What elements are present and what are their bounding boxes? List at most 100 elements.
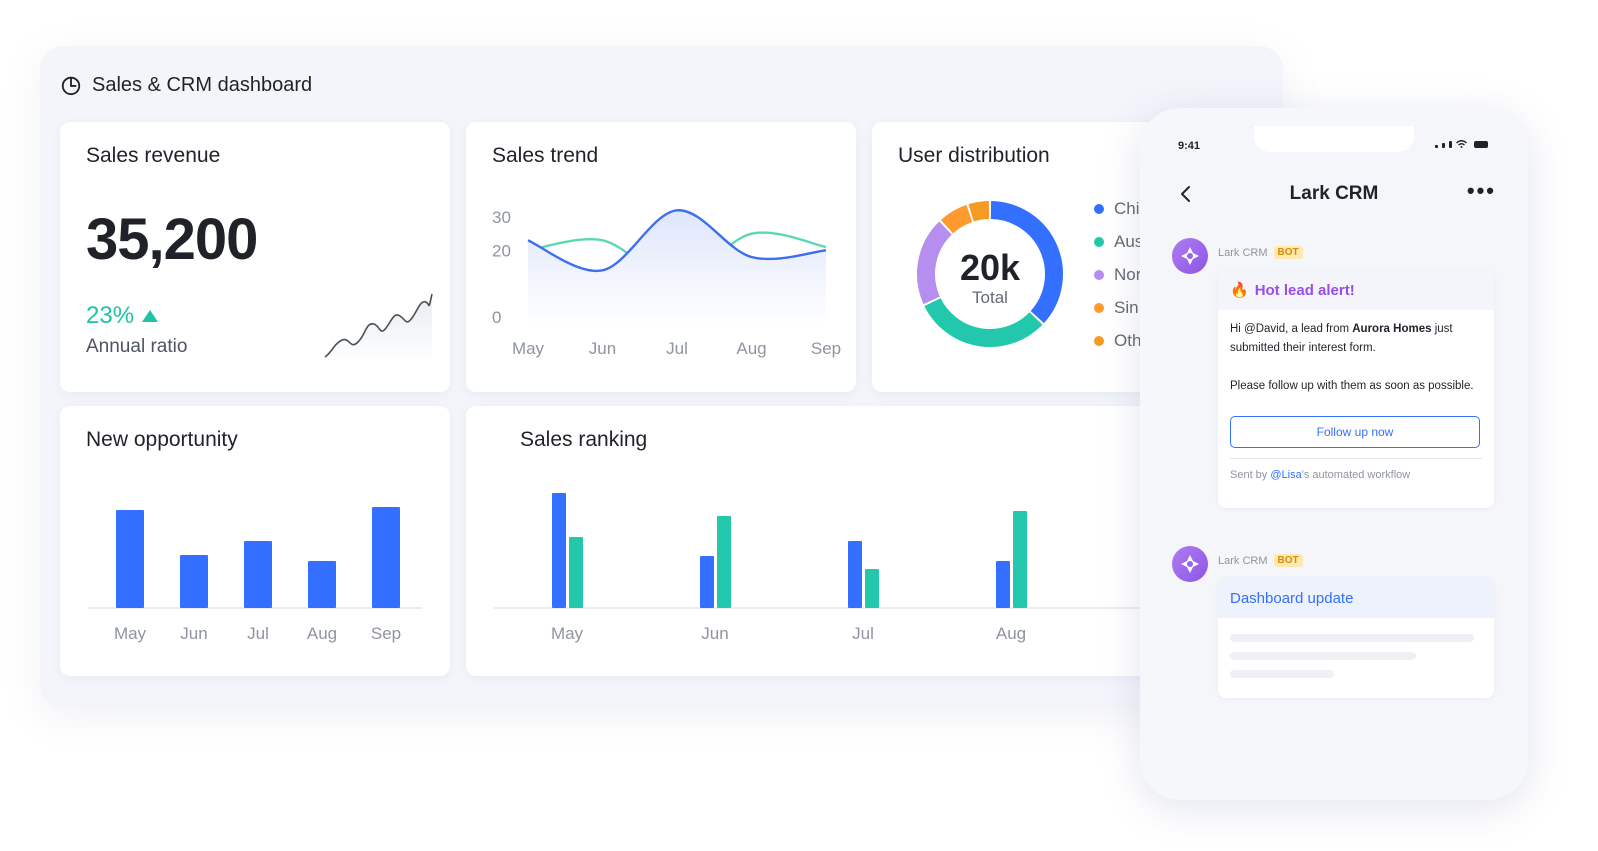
chat-nav-bar: Lark CRM ••• bbox=[1158, 174, 1510, 214]
ranking-bar[interactable] bbox=[996, 561, 1010, 608]
lead-company: Aurora Homes bbox=[1352, 323, 1432, 335]
x-tick-label: Aug bbox=[307, 624, 337, 643]
message-sender: Lark CRM BOT bbox=[1218, 554, 1303, 567]
opportunity-bar[interactable] bbox=[116, 510, 144, 608]
sender-name: Lark CRM bbox=[1218, 554, 1268, 567]
x-tick-label: Jul bbox=[247, 624, 269, 643]
lark-logo-icon bbox=[1181, 247, 1199, 265]
hot-lead-text: Hi @David, a lead from bbox=[1230, 323, 1353, 335]
ranking-bar[interactable] bbox=[552, 493, 566, 608]
donut-slice[interactable] bbox=[924, 297, 1043, 347]
new-opportunity-chart: May Jun Jul Aug Sep bbox=[88, 507, 422, 643]
bot-badge: BOT bbox=[1273, 554, 1303, 567]
back-icon[interactable] bbox=[1174, 182, 1198, 206]
trend-series-line bbox=[527, 209, 827, 273]
legend-label: Aus bbox=[1114, 231, 1144, 251]
x-tick-label: Aug bbox=[996, 624, 1026, 643]
donut-slice[interactable] bbox=[990, 201, 1063, 324]
legend-dot bbox=[1094, 236, 1104, 247]
skeleton-line bbox=[1230, 670, 1334, 678]
signal-icon bbox=[1435, 145, 1438, 148]
legend-item[interactable]: Nor bbox=[1094, 258, 1143, 291]
x-tick-label: Jun bbox=[701, 624, 728, 643]
follow-up-button[interactable]: Follow up now bbox=[1230, 416, 1480, 448]
ranking-bar[interactable] bbox=[848, 541, 862, 608]
user-distribution-title: User distribution bbox=[898, 144, 1050, 167]
hot-lead-text: just submitted their interest form. bbox=[1230, 323, 1453, 354]
legend-dot bbox=[1094, 269, 1104, 280]
sales-revenue-card[interactable]: Sales revenue 35,200 23% Annual ratio bbox=[60, 122, 450, 392]
opportunity-bar[interactable] bbox=[372, 507, 400, 608]
footer-text: 's automated workflow bbox=[1301, 469, 1411, 481]
user-distribution-card[interactable]: User distribution 20k Total Chi Aus Nor Sin… bbox=[872, 122, 1172, 392]
legend-label: Chi bbox=[1114, 198, 1140, 218]
y-tick-label: 20 bbox=[492, 241, 511, 260]
x-tick-label: Jun bbox=[180, 624, 207, 643]
x-tick-label: May bbox=[551, 624, 584, 643]
legend-item[interactable]: Oth bbox=[1094, 324, 1143, 357]
y-tick-label: 0 bbox=[492, 308, 501, 327]
trend-area-fill bbox=[528, 210, 826, 325]
signal-icon bbox=[1442, 143, 1445, 148]
phone-mockup: 9:41 Lark CRM ••• bbox=[1140, 108, 1528, 800]
fire-icon: 🔥 bbox=[1230, 282, 1249, 299]
status-bar: 9:41 bbox=[1158, 126, 1510, 166]
hot-lead-paragraph-1: Hi @David, a lead from Aurora Homes just… bbox=[1230, 320, 1482, 358]
dashboard-title: Sales & CRM dashboard bbox=[92, 73, 313, 96]
x-tick-label: Jun bbox=[589, 339, 616, 358]
donut-slice[interactable] bbox=[940, 204, 973, 234]
dashboard-update-message-card: Dashboard update bbox=[1218, 578, 1494, 698]
x-tick-label: May bbox=[512, 339, 545, 358]
donut-slice[interactable] bbox=[917, 221, 953, 305]
workflow-footer: Sent by @Lisa's automated workflow bbox=[1218, 459, 1494, 491]
workflow-user-mention[interactable]: @Lisa bbox=[1270, 469, 1302, 481]
dashboard-header: Sales & CRM dashboard bbox=[60, 72, 312, 98]
ranking-bar[interactable] bbox=[700, 556, 714, 608]
sales-ranking-chart: May Jun Jul Aug bbox=[494, 493, 1172, 643]
ranking-bar[interactable] bbox=[569, 537, 583, 608]
dashboard-timer-icon bbox=[61, 76, 81, 96]
dashboard-update-header: Dashboard update bbox=[1218, 578, 1494, 618]
sales-trend-card[interactable]: Sales trend 30 20 0 May Jun Jul Aug Sep bbox=[466, 122, 856, 392]
bot-avatar[interactable] bbox=[1172, 546, 1208, 582]
bot-badge: BOT bbox=[1273, 246, 1303, 259]
donut-slice[interactable] bbox=[968, 201, 990, 222]
opportunity-bar[interactable] bbox=[244, 541, 272, 608]
y-tick-label: 30 bbox=[492, 208, 511, 227]
opportunity-bar[interactable] bbox=[308, 561, 336, 608]
opportunity-bar[interactable] bbox=[180, 555, 208, 608]
phone-notch bbox=[1254, 126, 1414, 152]
donut-center: 20k Total bbox=[920, 248, 1060, 308]
ranking-bar[interactable] bbox=[1013, 511, 1027, 608]
status-time: 9:41 bbox=[1178, 140, 1201, 152]
legend-item[interactable]: Aus bbox=[1094, 225, 1143, 258]
hot-lead-header: 🔥 Hot lead alert! bbox=[1218, 270, 1494, 310]
sales-ranking-card[interactable]: Sales ranking May Jun Jul Aug bbox=[466, 406, 1172, 676]
skeleton-line bbox=[1230, 652, 1416, 660]
battery-icon bbox=[1474, 141, 1488, 148]
bot-avatar[interactable] bbox=[1172, 238, 1208, 274]
sales-trend-chart: 30 20 0 May Jun Jul Aug Sep bbox=[492, 208, 841, 358]
sales-revenue-value: 35,200 bbox=[86, 207, 258, 272]
legend-item[interactable]: Chi bbox=[1094, 192, 1143, 225]
message-sender: Lark CRM BOT bbox=[1218, 246, 1303, 259]
ranking-bar[interactable] bbox=[717, 516, 731, 608]
signal-icon bbox=[1449, 141, 1452, 148]
x-tick-label: Aug bbox=[736, 339, 766, 358]
skeleton-line bbox=[1230, 634, 1474, 642]
sales-trend-title: Sales trend bbox=[492, 144, 599, 167]
hot-lead-paragraph-2: Please follow up with them as soon as po… bbox=[1230, 380, 1474, 392]
ranking-bar[interactable] bbox=[865, 569, 879, 608]
chat-title: Lark CRM bbox=[1289, 183, 1379, 204]
annual-ratio-value: 23% bbox=[86, 302, 135, 329]
more-options-icon[interactable]: ••• bbox=[1466, 178, 1496, 203]
legend-label: Oth bbox=[1114, 330, 1142, 350]
hot-lead-body: Hi @David, a lead from Aurora Homes just… bbox=[1218, 310, 1494, 406]
x-tick-label: Sep bbox=[811, 339, 841, 358]
hot-lead-message-card: 🔥 Hot lead alert! Hi @David, a lead from… bbox=[1218, 270, 1494, 508]
phone-screen: 9:41 Lark CRM ••• bbox=[1158, 126, 1510, 788]
new-opportunity-card[interactable]: New opportunity May Jun Jul Aug Sep bbox=[60, 406, 450, 676]
legend-item[interactable]: Sin bbox=[1094, 291, 1143, 324]
x-tick-label: Jul bbox=[666, 339, 688, 358]
legend-dot bbox=[1094, 203, 1104, 214]
